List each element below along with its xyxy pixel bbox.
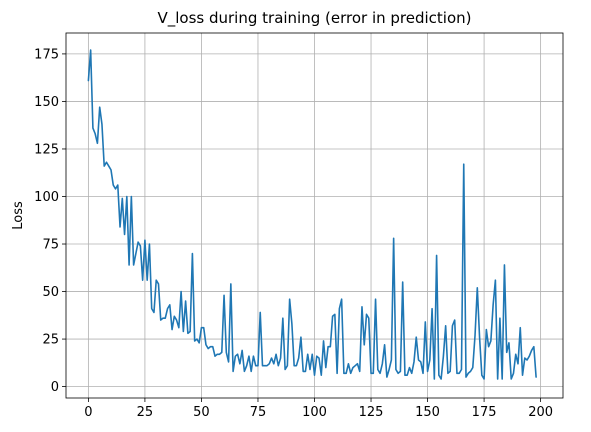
x-axis-ticks: 0 25 50 75 100 125 150 175 200 [84, 398, 553, 420]
y-tick-label: 125 [34, 142, 59, 157]
series-line-v-loss [87, 49, 537, 380]
y-tick-label: 75 [42, 238, 59, 253]
x-tick-label: 75 [250, 405, 267, 420]
x-gridlines [87, 33, 542, 398]
y-axis-label: Loss [11, 201, 26, 230]
x-tick-label: 100 [302, 405, 327, 420]
x-tick-label: 200 [528, 405, 553, 420]
x-tick-label: 125 [359, 405, 384, 420]
y-tick-label: 50 [42, 285, 59, 300]
x-tick-label: 50 [193, 405, 210, 420]
y-tick-label: 150 [34, 95, 59, 110]
y-tick-label: 100 [34, 190, 59, 205]
x-tick-label: 25 [137, 405, 154, 420]
chart-title: V_loss during training (error in predict… [157, 9, 471, 28]
x-tick-label: 150 [415, 405, 440, 420]
x-tick-label: 0 [84, 405, 92, 420]
y-tick-label: 175 [34, 47, 59, 62]
y-axis-ticks: 0 25 50 75 100 125 150 175 [34, 47, 66, 395]
y-gridlines [66, 53, 563, 387]
y-tick-label: 0 [51, 380, 59, 395]
y-tick-label: 25 [42, 333, 59, 348]
x-tick-label: 175 [472, 405, 497, 420]
